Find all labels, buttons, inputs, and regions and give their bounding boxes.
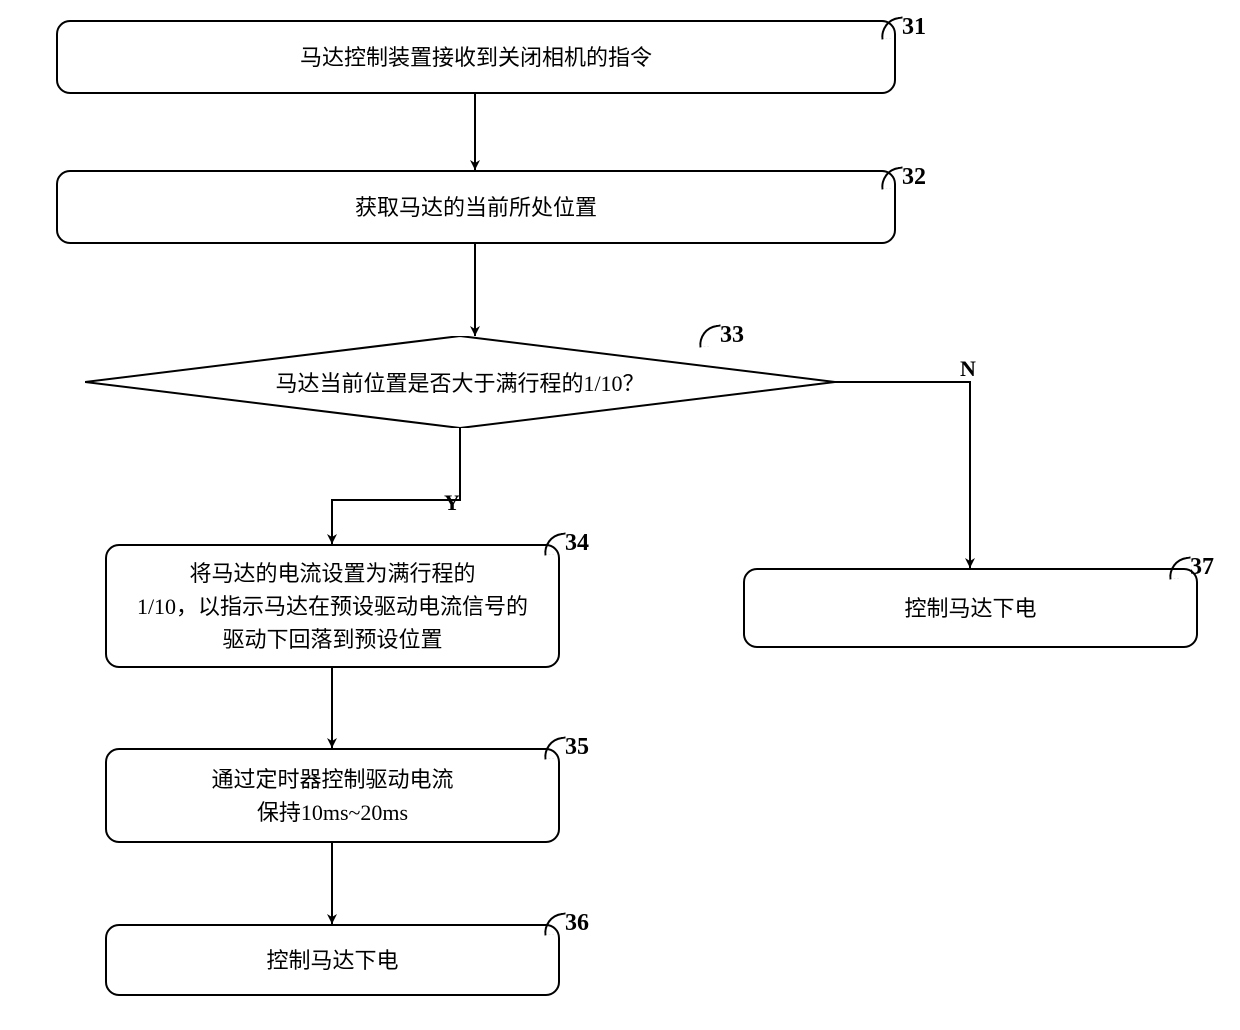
ref-label-33: 33 (720, 322, 744, 349)
ref-curve-33 (697, 324, 724, 347)
ref-curve-35 (542, 736, 569, 759)
ref-label-32: 32 (902, 164, 926, 191)
process-n36: 控制马达下电 (105, 924, 560, 996)
edge-label-Y: Y (444, 490, 460, 516)
ref-curve-36 (542, 912, 569, 935)
ref-label-37: 37 (1190, 554, 1214, 581)
process-n34: 将马达的电流设置为满行程的 1/10，以指示马达在预设驱动电流信号的 驱动下回落… (105, 544, 560, 668)
ref-curve-37 (1167, 556, 1194, 579)
process-n31: 马达控制装置接收到关闭相机的指令 (56, 20, 896, 94)
ref-curve-34 (542, 532, 569, 555)
ref-label-31: 31 (902, 14, 926, 41)
ref-label-35: 35 (565, 734, 589, 761)
decision-text-n33: 马达当前位置是否大于满行程的1/10？ (85, 336, 835, 428)
edge-label-N: N (960, 356, 976, 382)
process-n32: 获取马达的当前所处位置 (56, 170, 896, 244)
edge-n33-n34 (332, 428, 460, 544)
flowchart-canvas: 马达控制装置接收到关闭相机的指令31 获取马达的当前所处位置32 马达当前位置是否大… (0, 0, 1240, 1030)
arrow-layer (0, 0, 1240, 1030)
edge-n33-n37 (835, 382, 970, 568)
process-n37: 控制马达下电 (743, 568, 1198, 648)
process-n35: 通过定时器控制驱动电流 保持10ms~20ms (105, 748, 560, 843)
ref-label-36: 36 (565, 910, 589, 937)
ref-label-34: 34 (565, 530, 589, 557)
